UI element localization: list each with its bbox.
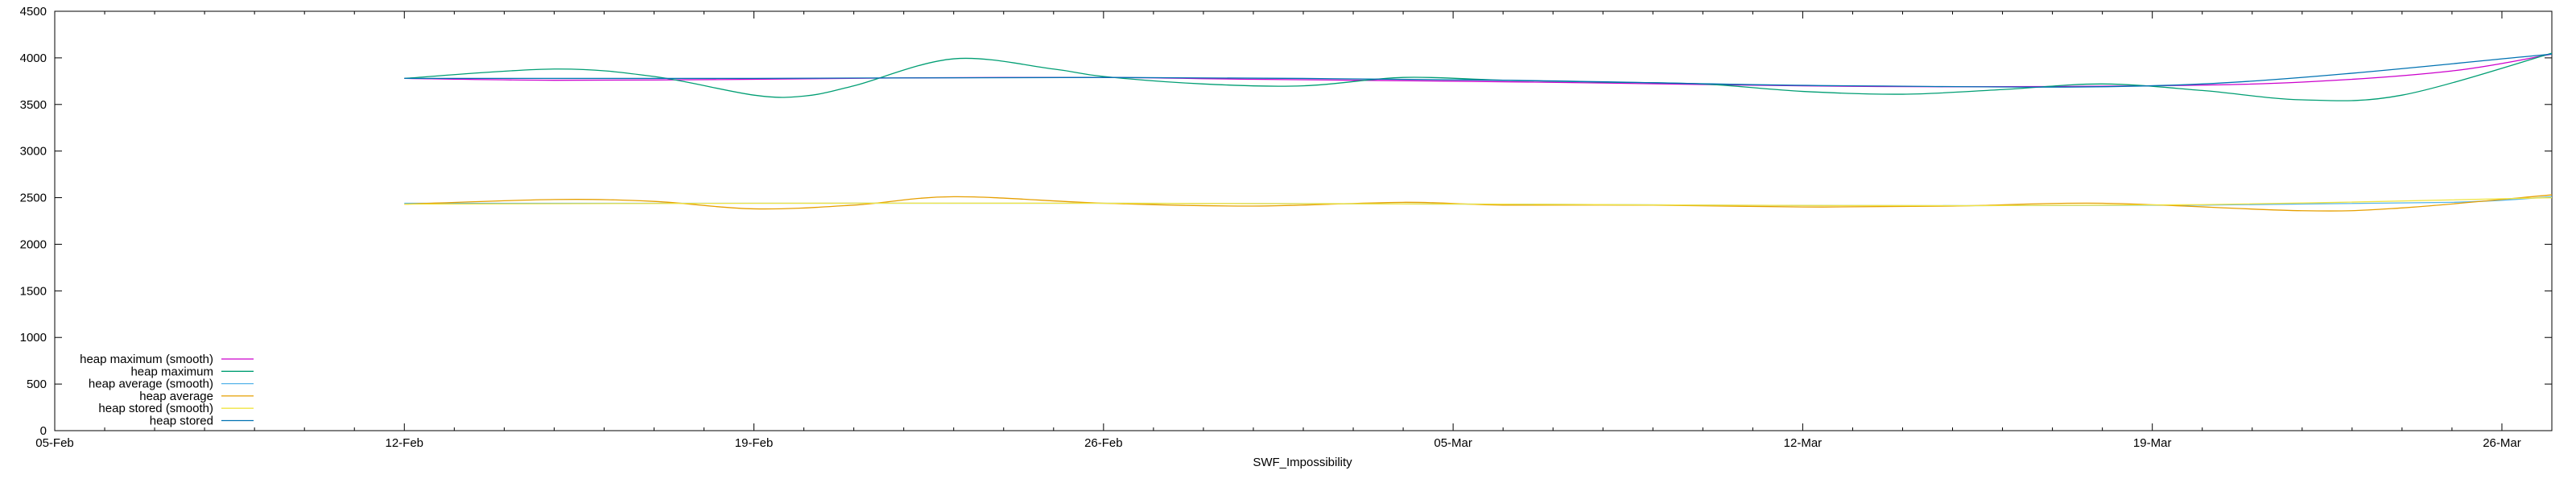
y-tick-label: 0 xyxy=(40,424,47,438)
x-tick-label: 19-Mar xyxy=(2133,436,2172,450)
legend-label-heap-stored: heap stored xyxy=(150,415,213,428)
series-line-heap-stored-smooth xyxy=(404,196,2553,207)
x-axis-label: SWF_Impossibility xyxy=(1253,456,1352,469)
legend-label-heap-stored-smooth: heap stored (smooth) xyxy=(98,402,213,415)
y-tick-label: 4000 xyxy=(20,52,47,65)
legend-label-heap-average-smooth: heap average (smooth) xyxy=(89,378,213,391)
y-tick-label: 4500 xyxy=(20,5,47,19)
plot-frame xyxy=(54,10,2553,431)
x-tick-label: 19-Feb xyxy=(735,436,774,450)
x-tick-label: 05-Mar xyxy=(1434,436,1472,450)
legend-label-heap-average: heap average xyxy=(139,390,213,403)
y-tick-label: 2000 xyxy=(20,237,47,251)
y-tick-label: 2500 xyxy=(20,192,47,205)
x-tick-label: 26-Mar xyxy=(2483,436,2521,450)
series-line-heap-maximum xyxy=(404,52,2553,101)
legend-label-heap-maximum: heap maximum xyxy=(130,365,213,378)
legend-label-heap-maximum-smooth: heap maximum (smooth) xyxy=(80,353,213,366)
x-tick-label: 12-Feb xyxy=(386,436,424,450)
y-tick-label: 500 xyxy=(27,378,47,391)
x-tick-label: 12-Mar xyxy=(1784,436,1823,450)
series-line-heap-average xyxy=(404,194,2553,212)
x-tick-label: 26-Feb xyxy=(1084,436,1123,450)
y-tick-label: 3000 xyxy=(20,145,47,159)
series-line-heap-stored xyxy=(404,53,2553,88)
y-tick-label: 1000 xyxy=(20,331,47,345)
y-tick-label: 1500 xyxy=(20,284,47,298)
y-tick-label: 3500 xyxy=(20,98,47,112)
x-tick-label: 05-Feb xyxy=(35,436,74,450)
series-line-heap-maximum-smooth xyxy=(404,53,2553,88)
